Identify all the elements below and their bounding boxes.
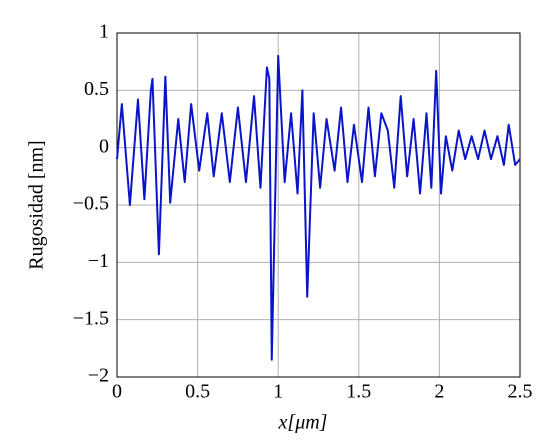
- x-tick-label: 2: [434, 381, 444, 403]
- y-tick-label: −1: [88, 250, 109, 272]
- data-line: [116, 54, 521, 361]
- x-tick-label: 1.5: [346, 381, 371, 403]
- x-tick-label: 0.5: [185, 381, 210, 403]
- plot-frame: [116, 32, 521, 378]
- y-tick-label: 1: [99, 21, 109, 43]
- y-tick-label: −1.5: [73, 307, 109, 329]
- y-axis-label: Rugosidad [nm]: [26, 140, 48, 269]
- x-tick-label: 0: [112, 381, 122, 403]
- y-tick-label: −0.5: [73, 193, 109, 215]
- x-axis-label: x[μm]: [278, 412, 328, 434]
- y-tick-label: −2: [88, 365, 109, 387]
- x-tick-label: 2.5: [508, 381, 533, 403]
- x-tick-label: 1: [273, 381, 283, 403]
- y-tick-label: 0: [99, 135, 109, 157]
- y-tick-label: 0.5: [84, 78, 109, 100]
